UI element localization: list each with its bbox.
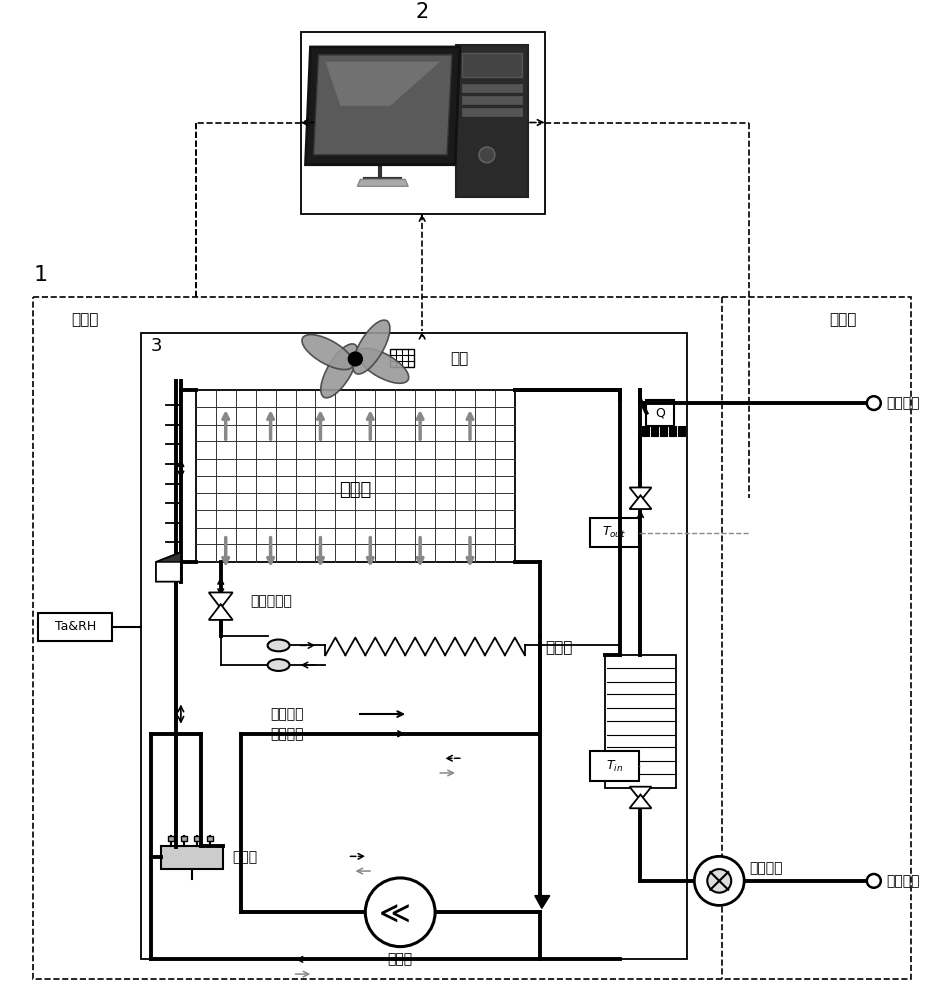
- Circle shape: [867, 396, 881, 410]
- Circle shape: [708, 869, 731, 893]
- Polygon shape: [156, 552, 181, 562]
- Bar: [181, 836, 187, 841]
- Text: 除霜模式: 除霜模式: [271, 727, 304, 741]
- Bar: [167, 836, 174, 841]
- Bar: [462, 53, 522, 77]
- Text: 室内末端: 室内末端: [886, 396, 920, 410]
- Ellipse shape: [267, 659, 290, 671]
- Bar: [194, 836, 199, 841]
- Bar: [651, 426, 659, 436]
- Circle shape: [365, 878, 435, 947]
- Text: ≪: ≪: [379, 901, 411, 930]
- Text: 压缩机: 压缩机: [388, 952, 413, 966]
- Text: 循环水泵: 循环水泵: [749, 861, 783, 875]
- Ellipse shape: [358, 348, 408, 383]
- Polygon shape: [313, 55, 452, 155]
- Polygon shape: [534, 896, 550, 908]
- Text: 室内末端: 室内末端: [886, 874, 920, 888]
- Polygon shape: [326, 62, 440, 106]
- Bar: [590, 751, 640, 781]
- Bar: [462, 108, 522, 116]
- Polygon shape: [630, 487, 651, 501]
- Polygon shape: [358, 179, 408, 186]
- Bar: [462, 84, 522, 92]
- Polygon shape: [630, 795, 651, 808]
- Ellipse shape: [267, 640, 290, 651]
- Circle shape: [348, 352, 362, 366]
- Text: 风机: 风机: [450, 351, 469, 366]
- Bar: [678, 426, 685, 436]
- Ellipse shape: [302, 335, 354, 370]
- Bar: [39, 613, 112, 641]
- Text: Q: Q: [656, 406, 665, 419]
- Polygon shape: [630, 495, 651, 509]
- Text: 3: 3: [151, 337, 163, 355]
- Bar: [196, 390, 515, 562]
- Text: $T_{out}$: $T_{out}$: [602, 525, 627, 540]
- Text: Ta&RH: Ta&RH: [55, 620, 96, 633]
- Bar: [391, 349, 414, 367]
- Polygon shape: [630, 787, 651, 800]
- Bar: [462, 96, 522, 104]
- Ellipse shape: [321, 344, 358, 398]
- Bar: [207, 836, 213, 841]
- Bar: [661, 426, 667, 436]
- Text: $T_{in}$: $T_{in}$: [606, 759, 623, 774]
- Bar: [300, 32, 545, 214]
- Text: 2: 2: [416, 2, 429, 22]
- Text: 四通阀: 四通阀: [232, 850, 258, 864]
- Text: 蜗发器: 蜗发器: [339, 481, 372, 499]
- Bar: [669, 426, 677, 436]
- Bar: [590, 518, 640, 547]
- Bar: [33, 297, 911, 979]
- Text: 电子膨胀阀: 电子膨胀阀: [250, 594, 293, 608]
- Text: 室外侧: 室外侧: [72, 312, 99, 327]
- Polygon shape: [306, 47, 460, 165]
- Text: 制热模式: 制热模式: [271, 707, 304, 721]
- Polygon shape: [156, 552, 181, 582]
- Circle shape: [694, 856, 744, 905]
- Text: 室内侧: 室内侧: [829, 312, 856, 327]
- Bar: [456, 45, 528, 197]
- Bar: [161, 846, 223, 869]
- Text: 冷凝器: 冷凝器: [545, 640, 572, 655]
- Bar: [643, 426, 649, 436]
- Polygon shape: [209, 604, 232, 620]
- Text: 1: 1: [33, 265, 47, 285]
- Bar: [646, 400, 675, 426]
- Ellipse shape: [353, 320, 390, 374]
- Bar: [605, 655, 677, 788]
- Bar: [141, 333, 687, 959]
- Circle shape: [867, 874, 881, 888]
- Circle shape: [479, 147, 495, 163]
- Polygon shape: [209, 592, 232, 608]
